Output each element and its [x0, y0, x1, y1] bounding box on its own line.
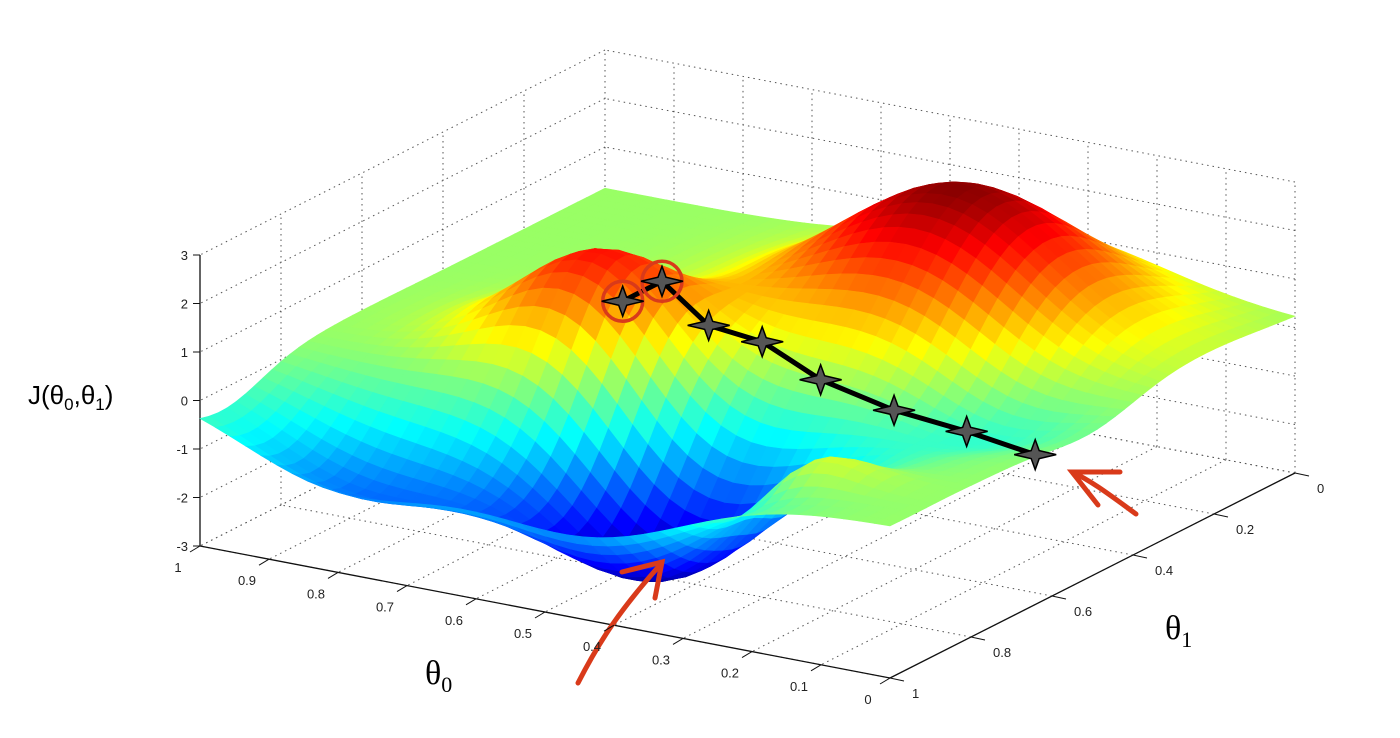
- y-tick-mark: [1213, 513, 1229, 518]
- y-tick-mark: [1051, 595, 1067, 600]
- side-wall-gridline: [199, 98, 606, 304]
- x-tick-label: 0.8: [307, 586, 325, 601]
- star-marker: [741, 324, 784, 359]
- x-tick-label: 0.1: [790, 679, 808, 694]
- x-tick-label: 0.5: [514, 626, 532, 641]
- star-marker: [601, 284, 644, 319]
- y-tick-label: 0.8: [993, 645, 1011, 660]
- x-tick-label: 0: [864, 692, 871, 707]
- y-tick-label: 0.6: [1074, 604, 1092, 619]
- x-tick-label: 1: [174, 560, 181, 575]
- x-tick-mark: [810, 664, 822, 672]
- x-axis-label: θ0: [425, 655, 453, 697]
- floor-gridline: [682, 432, 1089, 639]
- x-tick-mark: [396, 585, 408, 593]
- z-tick-label: -3: [176, 539, 188, 554]
- descent-path-line: [621, 278, 1037, 458]
- x-tick-label: 0.9: [238, 573, 256, 588]
- x-tick-mark: [672, 637, 684, 645]
- surface-mesh: [199, 181, 1296, 582]
- arrow-to-path-end: [1066, 469, 1139, 517]
- z-tick-label: -2: [176, 491, 188, 506]
- descent-path: [600, 259, 1057, 472]
- annotations: [575, 469, 1139, 686]
- x-tick-mark: [189, 545, 201, 553]
- x-tick-label: 0.2: [721, 666, 739, 681]
- x-tick-mark: [879, 677, 891, 685]
- star-marker: [1014, 437, 1057, 472]
- x-tick-mark: [465, 598, 477, 606]
- star-marker: [687, 308, 730, 343]
- y-tick-mark: [889, 677, 905, 682]
- y-tick-label: 0.4: [1155, 563, 1173, 578]
- surface-patch: [873, 518, 900, 527]
- z-tick-label: 3: [181, 248, 188, 263]
- x-tick-label: 0.7: [376, 600, 394, 615]
- z-tick-label: 1: [181, 345, 188, 360]
- tick-labels: 0 0.1 0.2 0.3 0.4 0.5 0.6 0.7 0.8 0.9 1 0 0.2 0.4 0.6 0…: [174, 248, 1324, 707]
- star-marker: [799, 362, 842, 397]
- z-tick-label: 0: [181, 394, 188, 409]
- y-tick-label: 0: [1317, 481, 1324, 496]
- star-marker: [640, 264, 684, 299]
- x-tick-label: 0.6: [445, 613, 463, 628]
- star-marker: [945, 414, 988, 449]
- y-tick-label: 1: [912, 686, 919, 701]
- z-tick-label: -1: [176, 442, 188, 457]
- floor-gridline: [751, 446, 1158, 653]
- side-wall-gridline: [199, 49, 606, 256]
- y-axis-label: θ1: [1165, 610, 1193, 652]
- side-wall-gridline: [199, 146, 606, 353]
- x-tick-label: 0.3: [652, 652, 670, 667]
- z-tick-label: 2: [181, 297, 188, 312]
- y-axis-line: [889, 472, 1296, 679]
- z-axis-label: J(θ0,θ1): [28, 380, 114, 415]
- x-tick-mark: [327, 571, 339, 579]
- x-tick-mark: [741, 651, 753, 659]
- star-marker: [872, 393, 916, 428]
- arrow-to-minimum: [575, 558, 666, 686]
- y-tick-label: 0.2: [1236, 522, 1254, 537]
- back-wall-gridline: [604, 49, 1296, 183]
- x-tick-label: 0.4: [583, 639, 601, 654]
- floor-gridline: [820, 459, 1227, 666]
- y-tick-mark: [1294, 472, 1310, 477]
- x-tick-mark: [534, 611, 546, 619]
- y-tick-mark: [970, 636, 986, 641]
- y-tick-mark: [1132, 554, 1148, 559]
- x-tick-mark: [258, 558, 270, 566]
- x-tick-mark: [603, 624, 615, 632]
- floor-gridline: [613, 419, 1020, 626]
